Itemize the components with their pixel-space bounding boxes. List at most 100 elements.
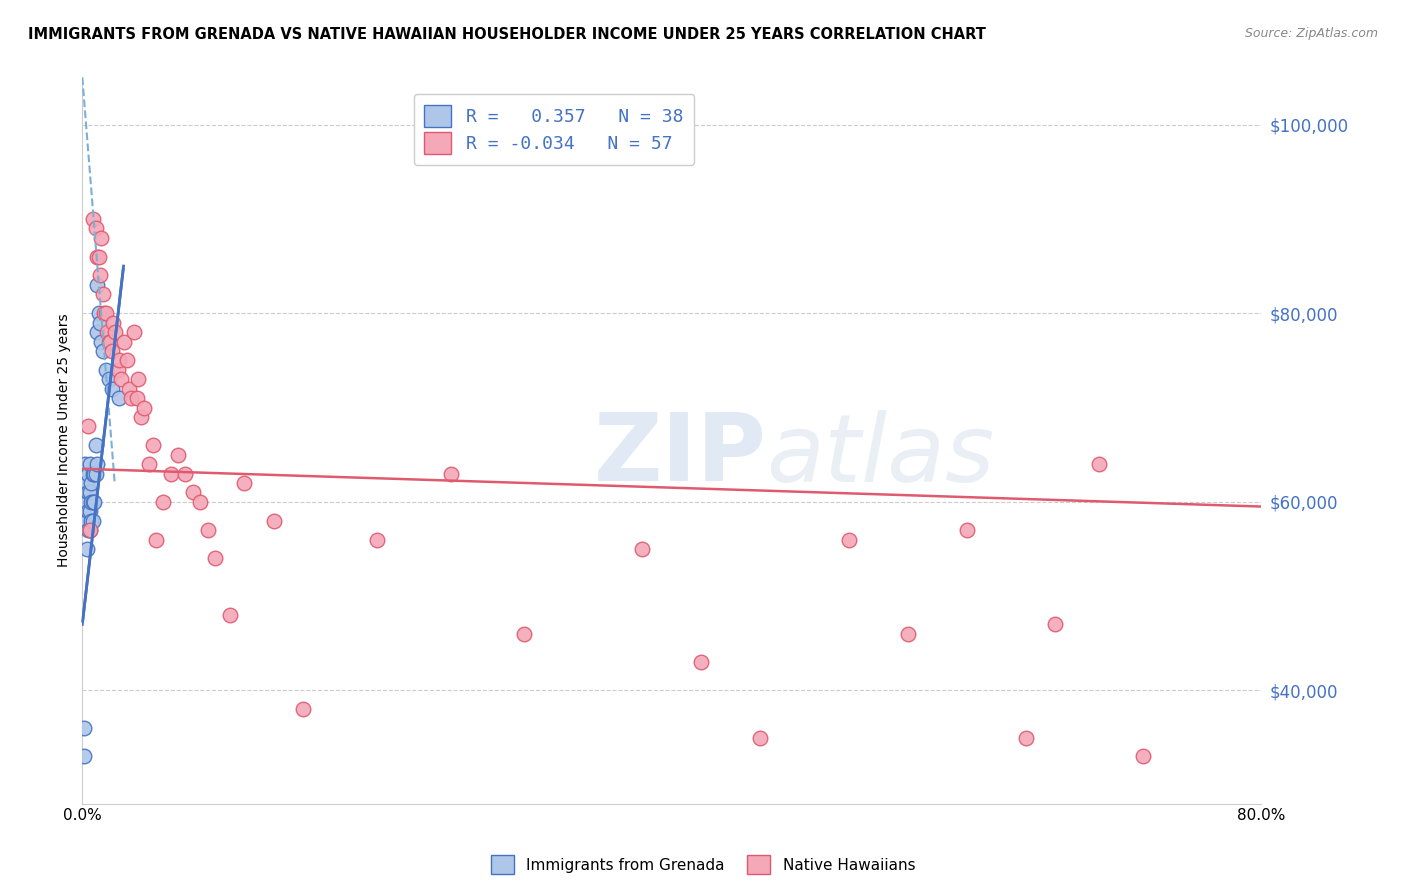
Point [188, 495, 211, 509]
Point [77, 523, 100, 537]
Point [104, 325, 127, 339]
Point [108, 353, 131, 368]
Point [84, 438, 107, 452]
Point [97, 334, 120, 349]
Point [80, 514, 103, 528]
Point [82, 495, 104, 509]
Point [79, 523, 101, 537]
Point [197, 523, 219, 537]
Point [84, 221, 107, 235]
Point [204, 551, 226, 566]
Point [100, 343, 122, 358]
Point [77, 419, 100, 434]
Point [122, 325, 145, 339]
Point [76, 514, 98, 528]
Point [263, 514, 285, 528]
Legend: R =   0.357   N = 38, R = -0.034   N = 57: R = 0.357 N = 38, R = -0.034 N = 57 [413, 94, 695, 165]
Point [87, 250, 110, 264]
Point [1014, 731, 1036, 745]
Point [86, 325, 108, 339]
Point [90, 334, 112, 349]
Point [174, 467, 197, 481]
Point [513, 627, 536, 641]
Point [897, 627, 920, 641]
Point [118, 382, 141, 396]
Point [89, 268, 111, 283]
Legend: Immigrants from Grenada, Native Hawaiians: Immigrants from Grenada, Native Hawaiian… [485, 849, 921, 880]
Text: IMMIGRANTS FROM GRENADA VS NATIVE HAWAIIAN HOUSEHOLDER INCOME UNDER 25 YEARS COR: IMMIGRANTS FROM GRENADA VS NATIVE HAWAII… [28, 27, 986, 42]
Point [86, 277, 108, 292]
Point [91, 343, 114, 358]
Point [142, 438, 165, 452]
Point [77, 485, 100, 500]
Point [1132, 749, 1154, 764]
Point [98, 334, 121, 349]
Point [129, 409, 152, 424]
Point [76, 495, 98, 509]
Point [75, 514, 97, 528]
Point [83, 467, 105, 481]
Point [690, 655, 713, 669]
Point [79, 457, 101, 471]
Point [90, 231, 112, 245]
Point [181, 485, 204, 500]
Text: Source: ZipAtlas.com: Source: ZipAtlas.com [1244, 27, 1378, 40]
Point [80, 495, 103, 509]
Point [82, 514, 104, 528]
Text: atlas: atlas [766, 409, 994, 500]
Point [134, 401, 156, 415]
Point [79, 485, 101, 500]
Point [440, 467, 463, 481]
Point [107, 363, 129, 377]
Point [838, 533, 860, 547]
Point [292, 702, 315, 716]
Point [366, 533, 388, 547]
Point [86, 250, 108, 264]
Point [955, 523, 977, 537]
Point [159, 467, 181, 481]
Point [77, 504, 100, 518]
Point [631, 541, 654, 556]
Point [82, 211, 104, 226]
Point [749, 731, 772, 745]
Point [127, 372, 149, 386]
Point [108, 391, 131, 405]
Point [82, 467, 104, 481]
Point [75, 457, 97, 471]
Point [84, 467, 107, 481]
Point [103, 316, 125, 330]
Point [110, 372, 132, 386]
Point [152, 495, 174, 509]
Point [167, 448, 190, 462]
Point [89, 316, 111, 330]
Point [1088, 457, 1111, 471]
Point [83, 495, 105, 509]
Point [80, 475, 103, 490]
Point [75, 475, 97, 490]
Point [100, 382, 122, 396]
Point [115, 353, 138, 368]
Point [73, 721, 96, 735]
Point [218, 607, 240, 622]
Point [120, 391, 142, 405]
Point [94, 306, 117, 320]
Point [93, 306, 115, 320]
Point [97, 372, 120, 386]
Y-axis label: Householder Income Under 25 years: Householder Income Under 25 years [58, 314, 72, 567]
Point [76, 541, 98, 556]
Point [125, 391, 148, 405]
Text: ZIP: ZIP [593, 409, 766, 501]
Point [77, 467, 100, 481]
Point [91, 287, 114, 301]
Point [233, 475, 256, 490]
Point [79, 523, 101, 537]
Point [94, 363, 117, 377]
Point [112, 334, 135, 349]
Point [145, 533, 167, 547]
Point [79, 504, 101, 518]
Point [1043, 617, 1066, 632]
Point [73, 749, 96, 764]
Point [76, 475, 98, 490]
Point [87, 306, 110, 320]
Point [86, 457, 108, 471]
